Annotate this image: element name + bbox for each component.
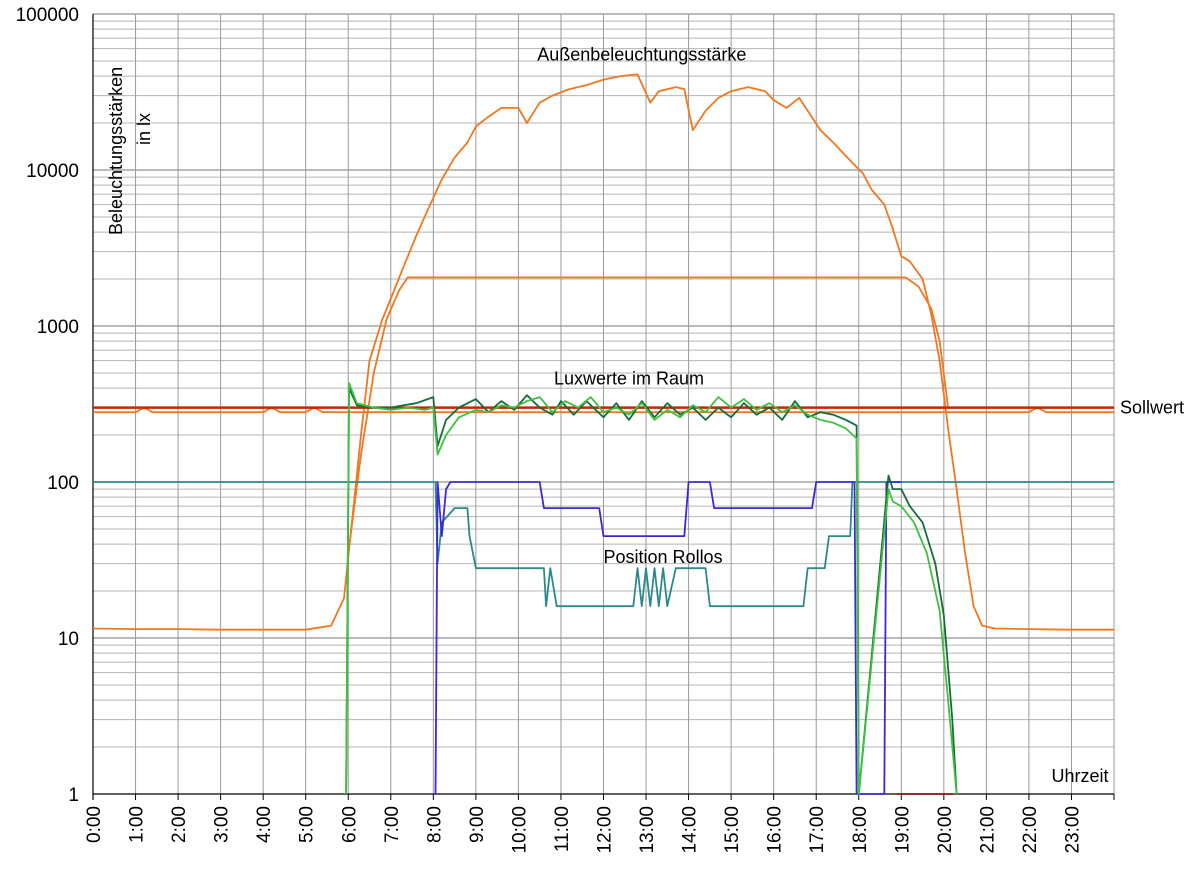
annotation-label: Uhrzeit — [1051, 766, 1108, 786]
x-tick-label: 23:00 — [1062, 806, 1083, 854]
x-tick-label: 3:00 — [212, 806, 233, 843]
series-line-1 — [347, 276, 949, 554]
x-tick-label: 14:00 — [680, 806, 701, 854]
series-group — [92, 73, 1114, 795]
y-tick-label: 100 — [47, 473, 79, 494]
annotation-label: Sollwert — [1120, 398, 1184, 418]
x-tick-label: 19:00 — [892, 806, 913, 854]
y-tick-label: 1000 — [37, 317, 79, 338]
x-tick-labels: 0:00 1:00 2:00 3:00 4:00 5:00 6:00 7:00 8:00 9:00… — [84, 806, 1083, 854]
x-tick-label: 13:00 — [637, 806, 658, 854]
x-tick-label: 9:00 — [467, 806, 488, 843]
x-tick-label: 22:00 — [1020, 806, 1041, 854]
x-tick-label: 10:00 — [509, 806, 530, 854]
x-tick-label: 18:00 — [850, 806, 871, 854]
series-line-4 — [93, 481, 1114, 608]
y-tick-label: 100000 — [16, 5, 79, 26]
x-tick-label: 15:00 — [722, 806, 743, 854]
x-tick-label: 7:00 — [382, 806, 403, 843]
y-tick-label: 1 — [68, 785, 79, 806]
x-tick-label: 5:00 — [297, 806, 318, 843]
series-line-0 — [92, 73, 1114, 631]
series-line-5 — [433, 481, 902, 795]
x-tick-label: 8:00 — [424, 806, 445, 843]
x-tick-label: 4:00 — [254, 806, 275, 843]
x-tick-label: 21:00 — [977, 806, 998, 854]
y-axis-label-line1: Beleuchtungsstärken — [106, 67, 126, 235]
series-line-2 — [93, 406, 1114, 414]
series-line-7 — [345, 382, 958, 795]
x-tick-label: 17:00 — [807, 806, 828, 854]
annotation-label: Außenbeleuchtungsstärke — [537, 45, 746, 65]
annotations: Außenbeleuchtungsstärke Luxwerte im Raum P… — [537, 45, 1184, 787]
x-tick-label: 0:00 — [84, 806, 105, 843]
annotation-label: Position Rollos — [604, 547, 723, 567]
x-tick-label: 16:00 — [765, 806, 786, 854]
x-tick-label: 12:00 — [595, 806, 616, 854]
x-tick-label: 6:00 — [339, 806, 360, 843]
x-tick-label: 2:00 — [169, 806, 190, 843]
y-axis-label-line2: in lx — [134, 113, 154, 145]
annotation-label: Luxwerte im Raum — [554, 369, 704, 389]
y-tick-labels: 1 10 100 1000 10000 100000 — [16, 5, 79, 806]
x-tick-label: 11:00 — [552, 806, 573, 852]
x-tick-label: 20:00 — [935, 806, 956, 854]
x-tick-label: 1:00 — [127, 806, 148, 843]
y-tick-label: 10 — [58, 629, 79, 650]
y-tick-label: 10000 — [26, 161, 79, 182]
